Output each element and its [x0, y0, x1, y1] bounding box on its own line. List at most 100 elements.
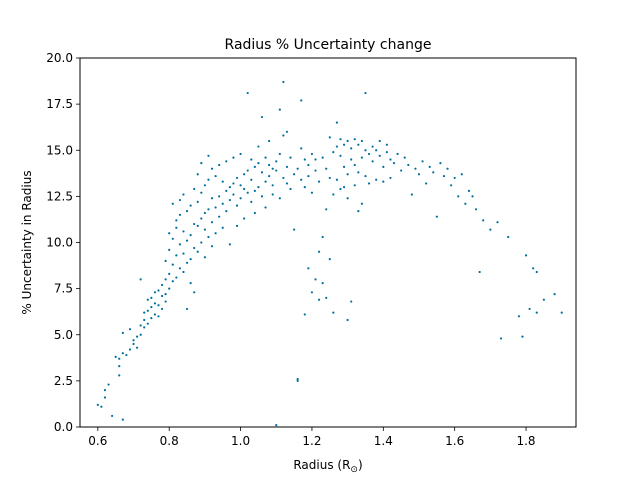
x-axis-label-sub: ⊙ [350, 465, 358, 475]
data-point [432, 171, 435, 174]
data-point [214, 206, 217, 209]
data-point [228, 186, 231, 189]
data-point [200, 241, 203, 244]
data-point [314, 169, 317, 172]
data-point [103, 389, 107, 392]
data-point [450, 184, 453, 187]
x-tick-label: 1.4 [374, 434, 393, 448]
data-point [442, 174, 446, 178]
data-point [325, 296, 328, 299]
data-point [460, 173, 463, 176]
data-point [264, 180, 267, 183]
data-point [364, 174, 367, 178]
data-point [228, 243, 231, 246]
data-point [235, 176, 239, 180]
data-point [153, 291, 157, 294]
data-point [371, 160, 374, 163]
data-point [268, 174, 271, 178]
data-point [228, 198, 231, 202]
data-point [478, 270, 481, 274]
data-point [157, 315, 160, 318]
data-point [196, 173, 199, 176]
data-point [185, 307, 189, 311]
data-point [346, 197, 349, 200]
data-point [103, 396, 107, 399]
data-point [364, 149, 367, 152]
data-point [118, 357, 121, 360]
data-point [175, 254, 178, 257]
data-point [428, 165, 431, 168]
data-point [96, 403, 99, 406]
data-point [196, 250, 199, 253]
data-point [285, 165, 289, 168]
data-point [407, 163, 410, 167]
data-point [189, 258, 192, 261]
data-point [342, 186, 346, 189]
data-point [367, 182, 371, 185]
data-point [121, 352, 124, 355]
data-point [203, 211, 206, 215]
data-point [346, 173, 349, 176]
data-point [260, 195, 264, 198]
data-point [296, 377, 299, 381]
data-point [196, 224, 199, 227]
y-tick-label: 7.5 [54, 282, 73, 296]
data-point [207, 154, 210, 157]
data-point [282, 134, 285, 137]
data-point [214, 232, 217, 235]
data-point [367, 152, 371, 156]
data-point [200, 191, 203, 194]
data-point [307, 267, 310, 270]
data-point [275, 160, 278, 163]
data-point [314, 158, 317, 161]
data-point [196, 200, 199, 204]
data-point [346, 139, 349, 143]
data-point [171, 263, 174, 266]
data-point [260, 171, 264, 174]
data-point [250, 200, 253, 204]
data-point [171, 280, 174, 283]
data-point [275, 424, 278, 427]
data-point [225, 189, 228, 192]
data-point [535, 270, 538, 274]
data-point [210, 197, 214, 200]
data-point [225, 210, 228, 213]
data-point [310, 191, 314, 194]
data-point [182, 230, 185, 233]
data-point [382, 165, 385, 168]
data-point [210, 245, 214, 248]
data-point [414, 167, 417, 170]
data-point [200, 217, 203, 220]
data-point [135, 335, 139, 338]
data-point [253, 211, 256, 215]
data-point [153, 313, 157, 316]
data-point [250, 158, 253, 161]
data-point [271, 167, 274, 170]
data-point [153, 302, 157, 305]
data-point [203, 228, 206, 231]
data-point [111, 414, 114, 418]
data-point [157, 304, 160, 307]
data-point [128, 328, 132, 331]
data-point [160, 307, 164, 311]
data-point [221, 202, 224, 205]
data-point [303, 158, 306, 161]
data-point [164, 293, 167, 296]
y-tick-label: 12.5 [46, 189, 73, 203]
data-point [517, 315, 521, 318]
x-tick-label: 1.0 [231, 434, 250, 448]
data-point [346, 318, 349, 322]
data-point [353, 184, 356, 187]
data-point [307, 163, 310, 167]
data-point [157, 289, 160, 292]
data-point [532, 267, 535, 270]
data-point [357, 143, 360, 146]
data-point [296, 167, 299, 170]
data-point [143, 311, 146, 314]
data-point [300, 147, 303, 150]
data-point [389, 176, 392, 180]
data-point [282, 80, 285, 84]
data-point [189, 281, 192, 285]
data-point [218, 163, 221, 167]
